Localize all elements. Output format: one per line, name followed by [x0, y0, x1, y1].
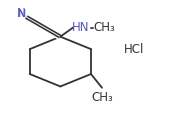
Text: CH₃: CH₃ — [93, 21, 115, 34]
Text: HN: HN — [71, 21, 89, 34]
Text: N: N — [17, 7, 26, 20]
Text: CH₃: CH₃ — [91, 91, 113, 104]
Text: N: N — [18, 9, 26, 19]
Text: HCl: HCl — [124, 43, 144, 56]
